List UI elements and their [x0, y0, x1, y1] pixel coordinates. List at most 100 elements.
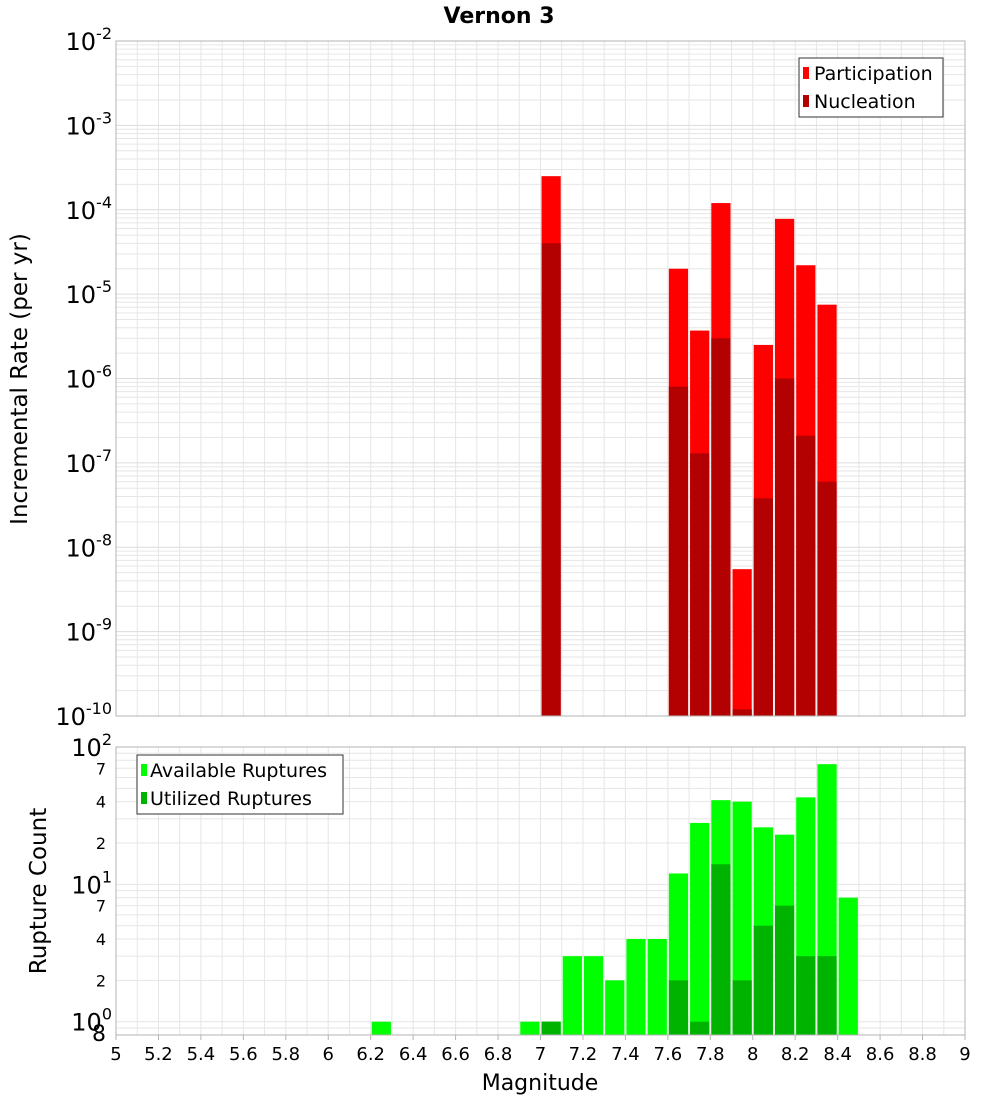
nucleation-bar: [711, 338, 731, 716]
x-tick-label: 6: [323, 1044, 334, 1065]
count-legend-box: [136, 754, 344, 815]
rate-plot-y-tick-base: 10: [66, 281, 97, 309]
count-plot-x-ticks: 5 5.2 5.4 5.6 5.8 6 6.2 6.4 6.6 6.8 7 7.2 7.4 7.6 7.8 8…: [110, 1035, 971, 1065]
rate-plot-y-tick-exponent: -5: [96, 277, 112, 296]
count-plot-y-tick-major-exponent: 2: [102, 730, 112, 749]
rate-plot-y-tick-base: 10: [66, 28, 97, 56]
utilized-swatch: [141, 792, 147, 804]
available-ruptures-bar: [838, 897, 858, 1035]
count-plot-y-tick-minor: 2: [96, 834, 106, 853]
count-plot-y-tick-minor: 7: [96, 897, 106, 916]
rate-plot-y-tick-exponent: -2: [96, 24, 112, 43]
nucleation-bar: [541, 243, 561, 717]
utilized-ruptures-bar: [796, 956, 816, 1035]
available-ruptures-bar: [732, 801, 752, 1035]
rate-plot-y-label: Incremental Rate (per yr): [7, 233, 33, 525]
rate-plot-y-tick: 10-8: [66, 530, 113, 562]
rate-plot-y-tick-exponent: -9: [96, 615, 112, 634]
x-tick-label: 7.6: [654, 1044, 683, 1065]
rate-legend-label: Participation: [814, 63, 933, 85]
x-tick-label: 5.4: [187, 1044, 216, 1065]
count-legend-label: Utilized Ruptures: [150, 788, 312, 810]
count-plot-y-tick-major: 101: [71, 867, 112, 899]
count-plot-y-tick-major: 100: [71, 1005, 112, 1037]
x-tick-label: 5.8: [271, 1044, 300, 1065]
rate-plot-y-tick-exponent: -10: [86, 699, 112, 718]
available-ruptures-bar: [562, 956, 582, 1035]
available-ruptures-bar: [605, 980, 625, 1035]
rate-plot-grid: [115, 41, 966, 717]
rate-plot-bars: [541, 176, 837, 717]
count-plot-bars: [371, 764, 858, 1035]
count-plot-y-tick-major-base: 10: [71, 871, 102, 899]
nucleation-bar: [690, 453, 710, 716]
x-tick-label: 6.6: [441, 1044, 470, 1065]
rate-plot-y-tick-exponent: -3: [96, 108, 112, 127]
x-tick-label: 8.6: [866, 1044, 895, 1065]
participation-bar: [732, 569, 752, 716]
x-tick-label: 7.2: [569, 1044, 598, 1065]
x-tick-label: 9: [959, 1044, 970, 1065]
count-plot-y-tick-major-base: 10: [71, 1009, 102, 1037]
rate-plot-y-tick-base: 10: [55, 703, 86, 731]
rate-plot-y-tick: 10-3: [66, 108, 113, 140]
available-ruptures-bar: [626, 939, 646, 1035]
rate-plot-legend: Participation Nucleation: [798, 57, 944, 118]
x-tick-label: 8.2: [781, 1044, 810, 1065]
count-plot-y-tick-minor: 4: [96, 793, 106, 812]
count-plot-legend: Available Ruptures Utilized Ruptures: [136, 754, 344, 815]
chart-title: Vernon 3: [444, 4, 555, 29]
available-swatch: [141, 764, 147, 776]
rate-plot-frame: [115, 40, 966, 717]
available-ruptures-bar: [371, 1021, 391, 1035]
rate-plot-y-tick-base: 10: [66, 450, 97, 478]
rate-plot-y-tick-base: 10: [66, 197, 97, 225]
x-tick-label: 5: [110, 1044, 121, 1065]
rate-plot-y-tick-base: 10: [66, 619, 97, 647]
utilized-ruptures-bar: [711, 864, 731, 1035]
count-plot-y-tick-minor: 7: [96, 759, 106, 778]
rate-plot-y-tick-base: 10: [66, 112, 97, 140]
rate-plot-y-tick: 10-4: [66, 193, 113, 225]
count-plot-y-tick-major: 102: [71, 730, 112, 762]
utilized-ruptures-bar: [732, 980, 752, 1035]
available-ruptures-bar: [690, 822, 710, 1035]
rate-plot-y-ticks: 10-210-310-410-510-610-710-810-910-10: [55, 24, 112, 731]
participation-swatch: [803, 67, 809, 79]
count-plot-y-tick-minor: 8: [92, 1022, 106, 1047]
rate-plot-y-tick-base: 10: [66, 534, 97, 562]
count-plot-y-label: Rupture Count: [26, 808, 52, 974]
x-tick-label: 8.8: [908, 1044, 937, 1065]
nucleation-bar: [817, 481, 837, 716]
count-plot-y-tick-minor: 2: [96, 971, 106, 990]
count-plot-y-tick-major-exponent: 0: [102, 1005, 112, 1024]
rate-legend-label: Nucleation: [814, 91, 916, 113]
utilized-ruptures-bar: [817, 956, 837, 1035]
x-tick-label: 8: [747, 1044, 758, 1065]
x-tick-label: 5.2: [144, 1044, 173, 1065]
available-ruptures-bar: [520, 1021, 540, 1035]
rate-plot-y-tick: 10-6: [66, 362, 113, 394]
count-plot-y-tick-major-base: 10: [71, 734, 102, 762]
nucleation-bar: [668, 386, 689, 716]
x-tick-label: 7.8: [696, 1044, 725, 1065]
count-plot-y-tick-major-exponent: 1: [102, 867, 112, 886]
nucleation-swatch: [803, 95, 809, 107]
rate-plot-y-tick: 10-5: [66, 277, 113, 309]
x-tick-label: 6.4: [399, 1044, 428, 1065]
rate-plot-y-tick: 10-7: [66, 446, 113, 478]
x-tick-label: 8.4: [823, 1044, 852, 1065]
nucleation-bar: [796, 435, 816, 716]
rate-plot-y-tick-exponent: -8: [96, 530, 112, 549]
count-legend-label: Available Ruptures: [150, 760, 327, 782]
utilized-ruptures-bar: [690, 1021, 710, 1035]
nucleation-bar: [732, 709, 752, 716]
available-ruptures-bar: [583, 956, 604, 1035]
nucleation-bar: [753, 498, 773, 716]
rate-legend-box: [798, 57, 944, 118]
utilized-ruptures-bar: [541, 1021, 561, 1035]
rate-plot: 10-210-310-410-510-610-710-810-910-10 In…: [7, 24, 966, 731]
